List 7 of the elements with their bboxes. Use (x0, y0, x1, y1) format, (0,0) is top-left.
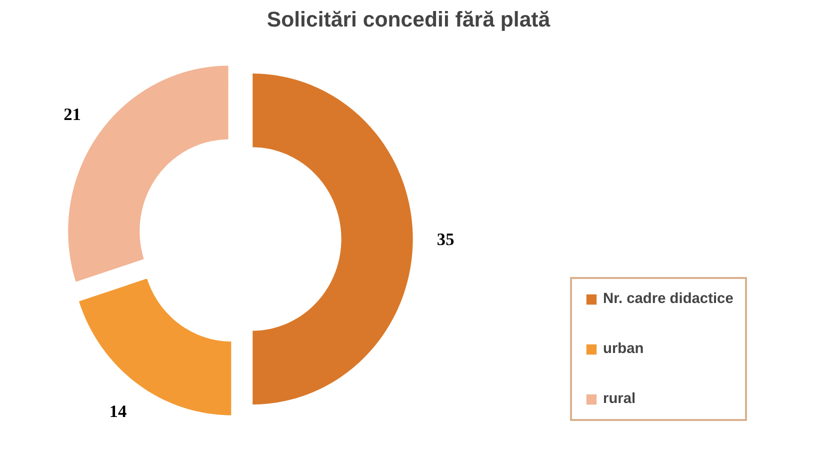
chart-title: Solicitări concedii fără plată (266, 8, 550, 32)
legend-label: rural (603, 391, 636, 407)
legend-label: Nr. cadre didactice (603, 291, 734, 307)
legend-label: urban (603, 341, 644, 357)
data-label: 21 (64, 105, 81, 124)
data-label: 35 (436, 230, 455, 249)
data-label: 14 (109, 402, 127, 421)
